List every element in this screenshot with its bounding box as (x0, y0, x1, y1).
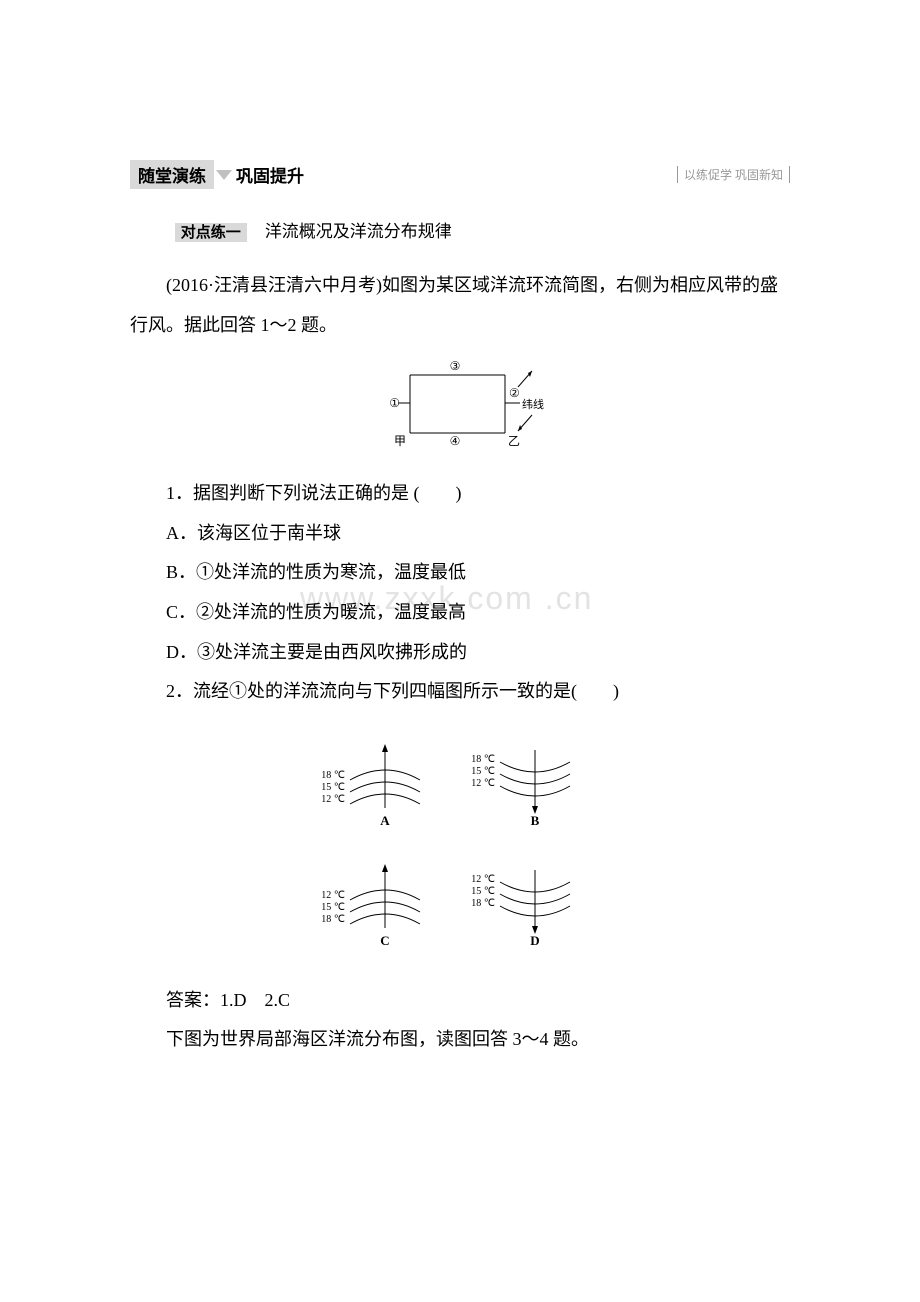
svg-text:15 ℃: 15 ℃ (471, 766, 495, 777)
diagram1-weixian: 纬线 (522, 397, 544, 411)
q1-option-d: D．③处洋流主要是由西风吹拂形成的 (130, 633, 790, 673)
svg-text:18 ℃: 18 ℃ (321, 914, 345, 925)
svg-text:18 ℃: 18 ℃ (471, 754, 495, 765)
diagram-1-svg: ③ ④ ① ② 甲 乙 纬线 (360, 353, 560, 453)
subsection-label: 对点练一 (175, 223, 247, 242)
svg-text:A: A (380, 813, 390, 828)
diagram1-label-3: ③ (450, 359, 461, 373)
diagram1-yi: 乙 (508, 434, 520, 448)
diagram1-label-4: ④ (450, 434, 461, 448)
svg-text:12 ℃: 12 ℃ (471, 778, 495, 789)
svg-text:18 ℃: 18 ℃ (321, 770, 345, 781)
section-header: 随堂演练 巩固提升 以练促学 巩固新知 (130, 160, 790, 189)
diagram-1-container: ③ ④ ① ② 甲 乙 纬线 (130, 353, 790, 458)
section-box-text: 随堂演练 (130, 160, 214, 189)
svg-text:12 ℃: 12 ℃ (471, 874, 495, 885)
q2-stem: 2．流经①处的洋流流向与下列四幅图所示一致的是( ) (130, 672, 790, 712)
diagram1-label-2: ② (509, 386, 520, 400)
q1-stem: 1．据图判断下列说法正确的是 ( ) (130, 474, 790, 514)
q1-option-b: B．①处洋流的性质为寒流，温度最低 (130, 553, 790, 593)
diagram1-label-1: ① (389, 396, 400, 410)
intro-source: (2016·汪清县汪清六中月考) (166, 275, 382, 295)
next-intro: 下图为世界局部海区洋流分布图，读图回答 3～4 题。 (130, 1020, 790, 1060)
diagram1-jia: 甲 (394, 434, 406, 448)
svg-text:15 ℃: 15 ℃ (321, 782, 345, 793)
q1-option-a: A．该海区位于南半球 (130, 514, 790, 554)
svg-text:B: B (531, 813, 540, 828)
svg-text:12 ℃: 12 ℃ (321, 794, 345, 805)
section-header-right: 以练促学 巩固新知 (677, 166, 790, 183)
svg-text:15 ℃: 15 ℃ (471, 886, 495, 897)
q1-option-c: C．②处洋流的性质为暖流，温度最高 (130, 593, 790, 633)
subsection-row: 对点练一 洋流概况及洋流分布规律 (130, 217, 790, 242)
svg-text:12 ℃: 12 ℃ (321, 890, 345, 901)
svg-text:D: D (530, 933, 539, 948)
intro-paragraph: (2016·汪清县汪清六中月考)如图为某区域洋流环流简图，右侧为相应风带的盛行风… (130, 266, 790, 345)
section-header-left: 随堂演练 巩固提升 (130, 160, 304, 189)
section-title: 巩固提升 (236, 162, 304, 187)
arrow-down-icon (216, 170, 232, 180)
svg-text:15 ℃: 15 ℃ (321, 902, 345, 913)
svg-text:18 ℃: 18 ℃ (471, 898, 495, 909)
svg-text:C: C (380, 933, 389, 948)
answer-line: 答案：1.D 2.C (130, 981, 790, 1021)
diagram-2-container: 18 ℃ 15 ℃ 12 ℃ A 18 ℃ 15 ℃ 12 ℃ B 12 ℃ 1… (130, 720, 790, 965)
subsection-title: 洋流概况及洋流分布规律 (265, 222, 452, 241)
diagram-2-svg: 18 ℃ 15 ℃ 12 ℃ A 18 ℃ 15 ℃ 12 ℃ B 12 ℃ 1… (300, 720, 620, 960)
